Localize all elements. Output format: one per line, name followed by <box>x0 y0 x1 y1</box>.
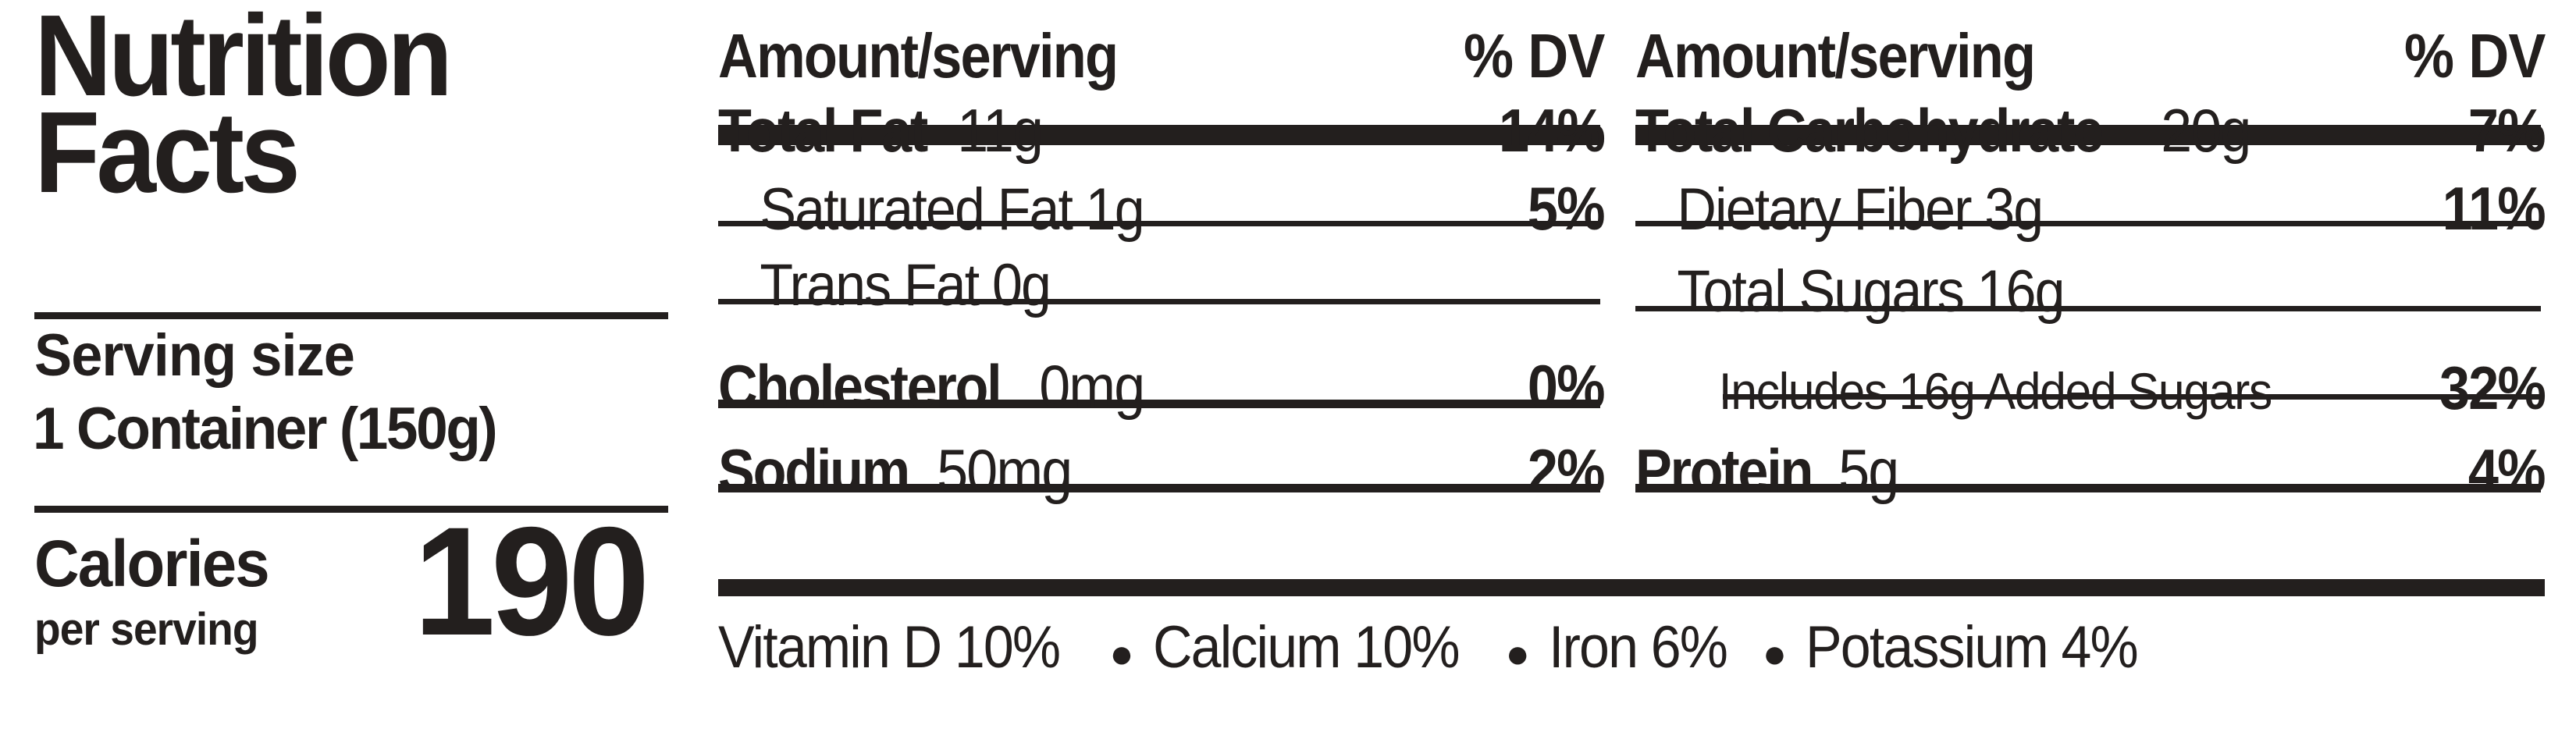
header-percent-dv: % DV <box>1463 21 1605 91</box>
header-percent-dv: % DV <box>2403 21 2546 91</box>
rule-under-saturated-fat <box>718 299 1600 304</box>
row-protein: Protein 5g 4% <box>1635 435 2546 507</box>
vitamin-d-value: Vitamin D 10% <box>718 614 1061 681</box>
calcium-value: Calcium 10% <box>1152 614 1461 681</box>
nutrient-name-sodium: Sodium <box>718 436 910 505</box>
nutrient-dv-sodium: 2% <box>1528 436 1606 505</box>
bullet-separator-icon: ● <box>1762 631 1787 677</box>
summary-column: Nutrition Facts Serving size 1 Container… <box>0 0 679 743</box>
header-amount-per-serving: Amount/serving <box>718 21 1119 91</box>
nutrient-amount-sodium: 50mg <box>937 436 1073 505</box>
row-trans-fat: Trans Fat 0g <box>718 251 1604 319</box>
row-added-sugars: Includes 16g Added Sugars 32% <box>1635 353 2546 424</box>
nutrient-dv-total-carbohydrate: 7% <box>2468 96 2546 165</box>
nutrient-dv-dietary-fiber: 11% <box>2442 174 2546 243</box>
rule-under-dietary-fiber <box>1635 306 2541 311</box>
nutrient-dv-saturated-fat: 5% <box>1528 174 1606 243</box>
column-header-middle: Amount/serving % DV <box>718 20 1605 92</box>
header-amount-per-serving: Amount/serving <box>1635 21 2036 91</box>
nutrient-amount-cholesterol: 0mg <box>1038 352 1145 421</box>
rule-under-cholesterol <box>718 484 1600 492</box>
rule-under-trans-fat <box>718 400 1600 408</box>
rule-header-thick-middle <box>718 125 1600 145</box>
nutrient-name-added-sugars: Includes 16g Added Sugars <box>1718 362 2273 420</box>
rule-above-vitamins <box>718 579 2545 596</box>
iron-value: Iron 6% <box>1548 614 1728 681</box>
column-header-right: Amount/serving % DV <box>1635 20 2546 92</box>
nutrient-amount-protein: 5g <box>1838 436 1899 505</box>
row-sodium: Sodium 50mg 2% <box>718 435 1606 507</box>
nutrient-name-cholesterol: Cholesterol <box>718 352 1002 421</box>
row-total-carbohydrate: Total Carbohydrate 20g 7% <box>1635 95 2546 166</box>
nutrient-dv-total-fat: 14% <box>1498 96 1606 165</box>
rule-under-serving-size <box>34 506 668 513</box>
potassium-value: Potassium 4% <box>1806 614 2139 681</box>
nutrient-name-trans-fat: Trans Fat 0g <box>760 252 1051 318</box>
nutrient-amount-total-carbohydrate: 20g <box>2161 96 2252 165</box>
nutrient-name-total-carbohydrate: Total Carbohydrate <box>1635 96 2104 165</box>
nutrition-facts-title: Nutrition Facts <box>34 0 630 218</box>
nutrient-name-total-sugars: Total Sugars 16g <box>1677 258 2065 325</box>
calories-value: 190 <box>414 495 649 667</box>
nutrient-name-dietary-fiber: Dietary Fiber 3g <box>1677 176 2044 243</box>
vitamins-row: Vitamin D 10% ● Calcium 10% ● Iron 6% ● … <box>718 613 2545 681</box>
calories-label: Calories <box>34 527 270 600</box>
nutrient-name-saturated-fat: Saturated Fat 1g <box>760 176 1144 243</box>
serving-size-value: 1 Container (150g) <box>33 396 498 462</box>
row-cholesterol: Cholesterol 0mg 0% <box>718 351 1606 422</box>
rule-under-added-sugars <box>1635 484 2541 492</box>
serving-size-label: Serving size <box>34 322 355 389</box>
nutrient-column-right: Amount/serving % DV Total Carbohydrate 2… <box>1635 0 2546 743</box>
bullet-separator-icon: ● <box>1109 631 1133 677</box>
nutrient-dv-added-sugars: 32% <box>2439 354 2546 422</box>
row-total-fat: Total Fat 11g 14% <box>718 95 1606 166</box>
rule-under-total-carbohydrate <box>1635 221 2541 226</box>
nutrient-name-protein: Protein <box>1635 436 1813 505</box>
nutrient-name-total-fat: Total Fat <box>718 96 928 165</box>
rule-under-title <box>34 312 668 319</box>
nutrient-amount-total-fat: 11g <box>956 96 1044 165</box>
nutrient-dv-protein: 4% <box>2468 436 2546 505</box>
title-line-nutrition: Nutrition <box>34 0 453 120</box>
title-line-facts: Facts <box>34 88 301 218</box>
rule-header-thick-right <box>1635 125 2541 145</box>
rule-under-total-sugars <box>1723 394 2541 400</box>
row-dietary-fiber: Dietary Fiber 3g 11% <box>1635 173 2546 244</box>
calories-sublabel: per serving <box>34 604 259 655</box>
row-saturated-fat: Saturated Fat 1g 5% <box>718 173 1606 244</box>
rule-under-total-fat <box>718 221 1600 226</box>
nutrient-dv-cholesterol: 0% <box>1528 352 1606 421</box>
bullet-separator-icon: ● <box>1505 631 1529 677</box>
nutrient-column-middle: Amount/serving % DV Total Fat 11g 14% Sa… <box>718 0 1606 743</box>
row-total-sugars: Total Sugars 16g <box>1635 258 2545 325</box>
